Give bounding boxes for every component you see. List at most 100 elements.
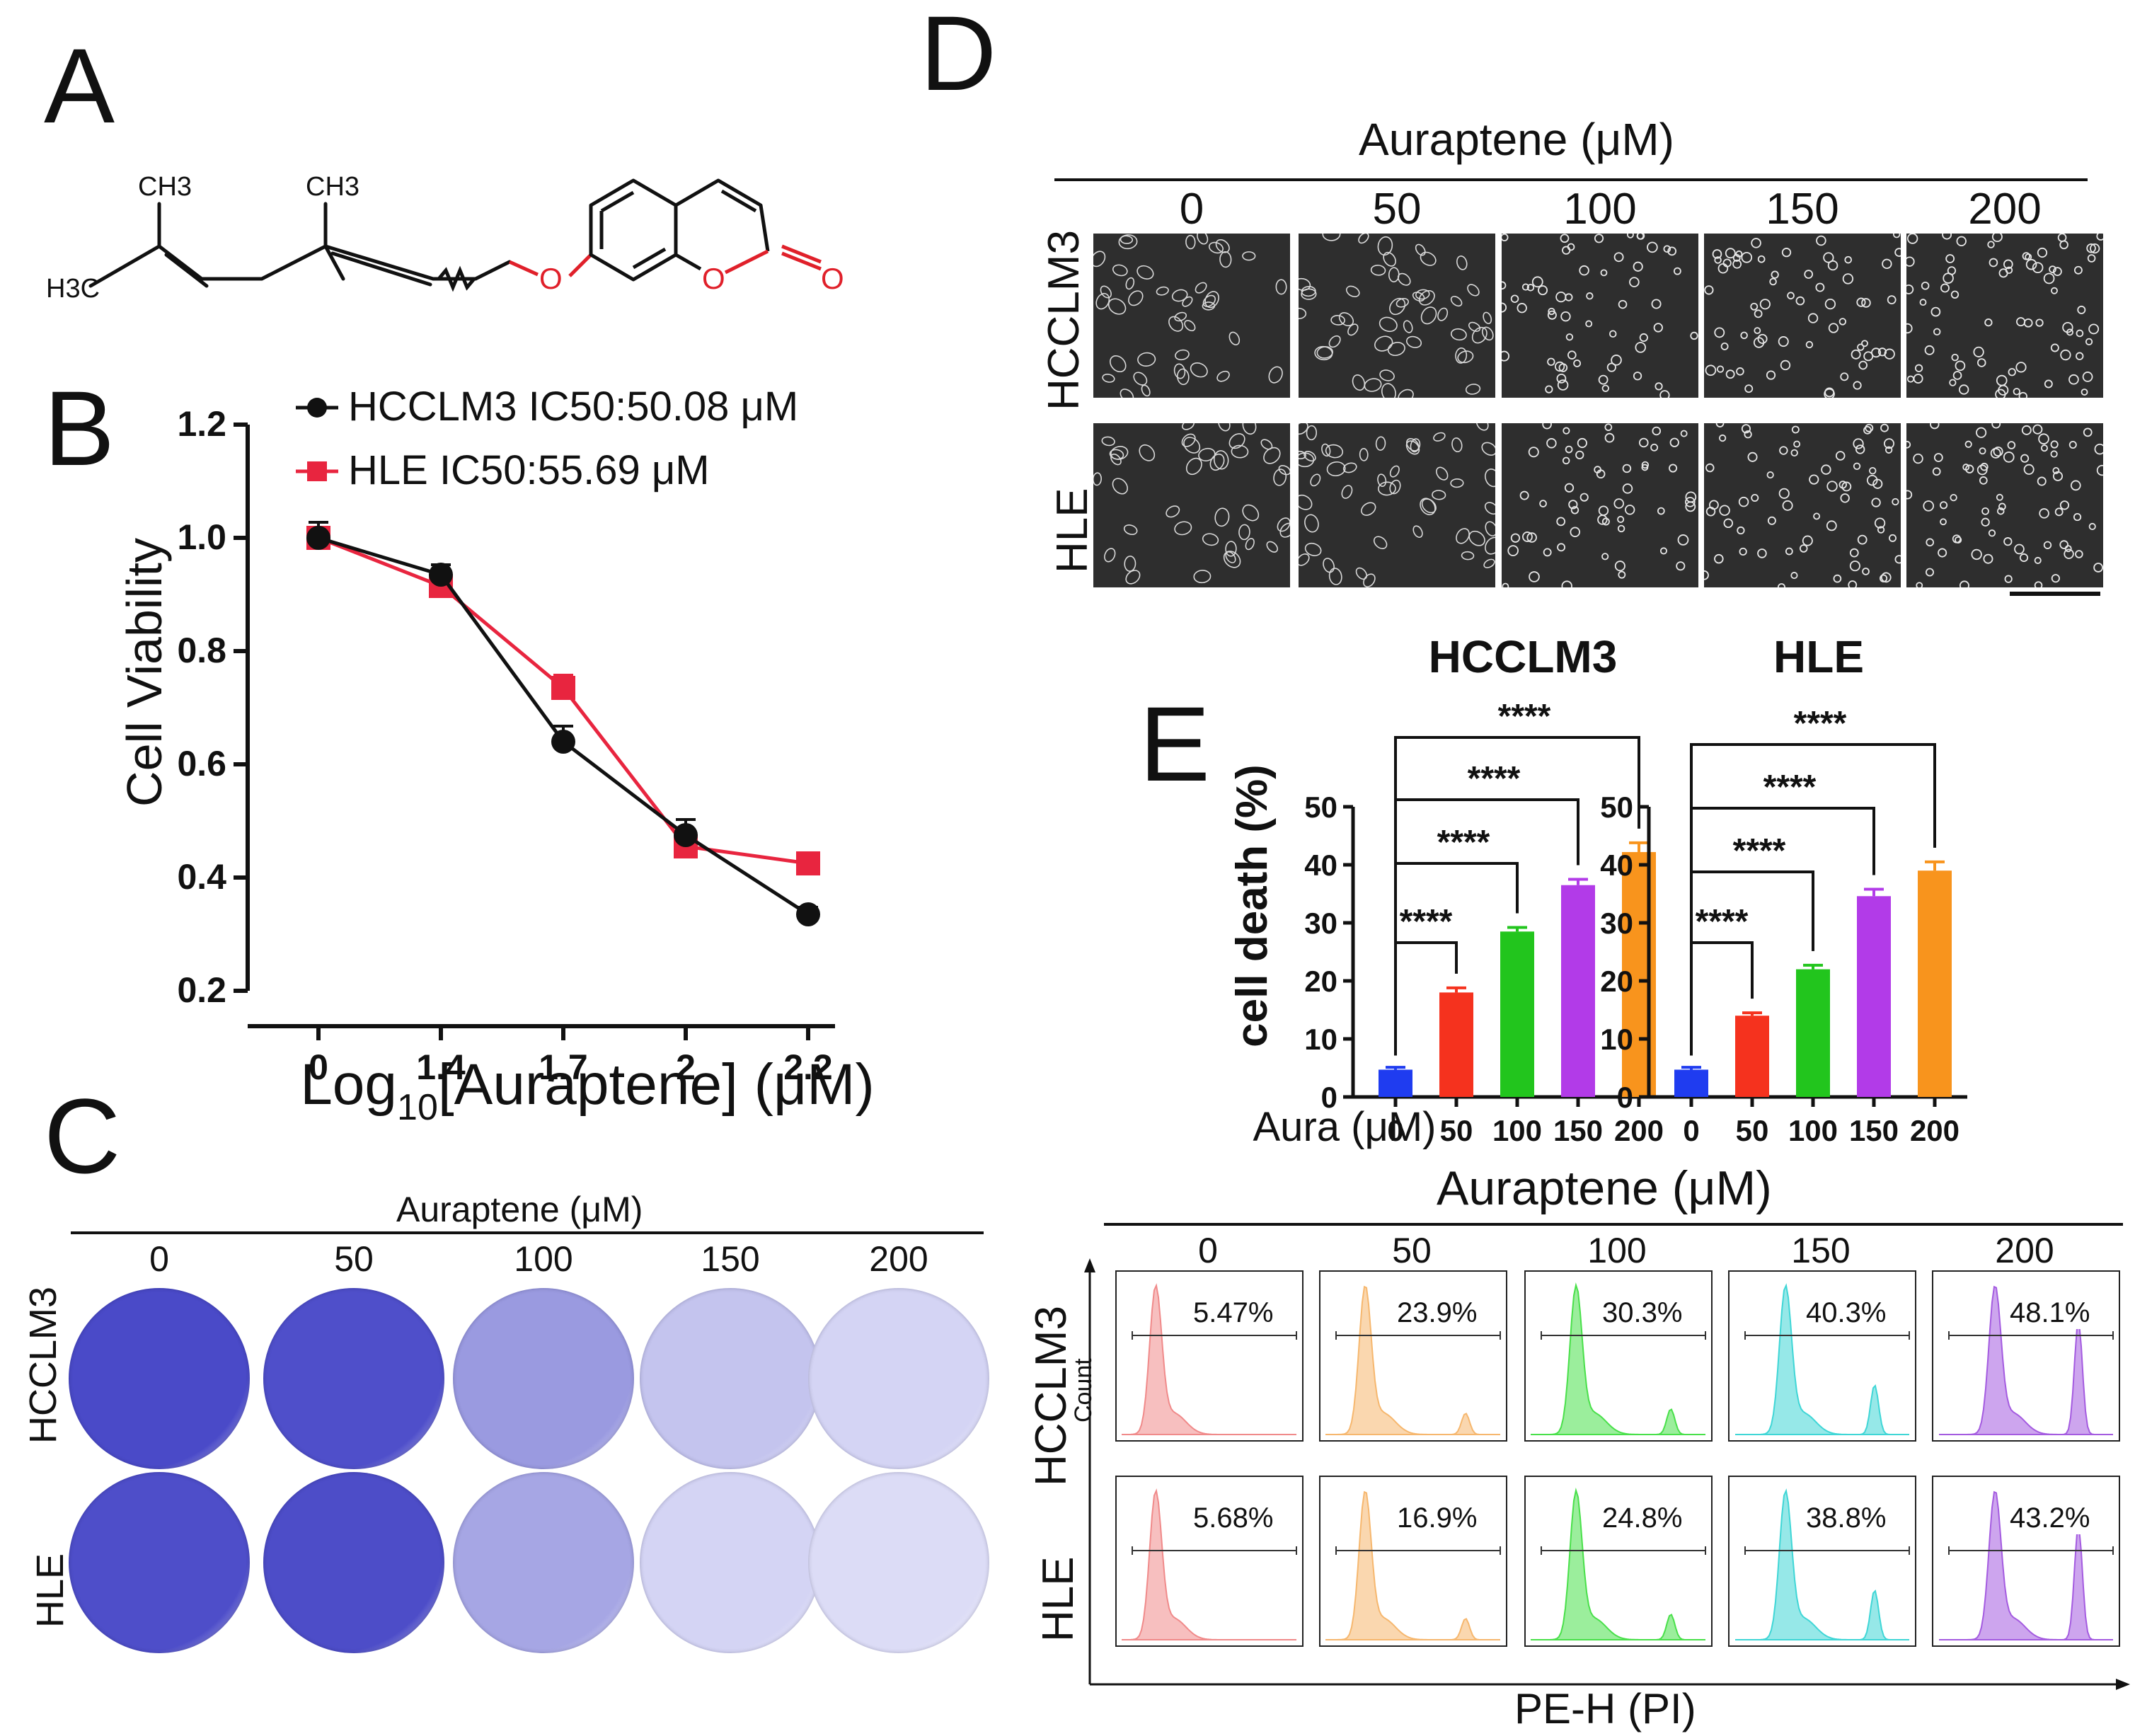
- e-bar: [1918, 870, 1952, 1097]
- e-x-tick-label: 150: [1849, 1114, 1899, 1147]
- flow-histogram: 5.68%: [1115, 1476, 1304, 1647]
- e-bar: [1439, 992, 1473, 1097]
- b-point-hcclm3: [306, 526, 330, 550]
- e-bar: [1674, 1069, 1708, 1097]
- b-x-tick-label: 1.4: [416, 1047, 466, 1087]
- e-chart-title: HCCLM3: [1429, 631, 1618, 682]
- b-x-tick-label: 1.7: [539, 1047, 588, 1087]
- b-y-tick-label: 1.2: [177, 404, 226, 444]
- flow-header: Auraptene (μM): [1437, 1161, 1772, 1215]
- b-point-hle: [796, 851, 820, 875]
- e-y-tick-label: 20: [1304, 965, 1337, 998]
- histogram-fill: [1325, 1490, 1500, 1640]
- histogram-fill: [1531, 1488, 1705, 1640]
- gate-percentage: 38.8%: [1806, 1502, 1887, 1534]
- panel-label-b: B: [44, 369, 115, 488]
- histogram-fill: [1122, 1488, 1296, 1640]
- microscopy-image: [1502, 423, 1698, 587]
- panel-label-e: E: [1139, 684, 1211, 803]
- e-bar: [1379, 1069, 1412, 1097]
- c-conc-label: 0: [149, 1239, 169, 1279]
- h3c-label: H3C: [46, 274, 100, 304]
- e-x-tick-label: 100: [1788, 1114, 1838, 1147]
- gate-percentage: 40.3%: [1806, 1297, 1887, 1329]
- x-axis-label-prefix: Log: [300, 1052, 397, 1117]
- f-conc-label: 200: [1995, 1231, 2054, 1270]
- e-significance-bracket: [1394, 736, 1640, 1056]
- panel-label-c: C: [44, 1076, 121, 1195]
- e-x-axis-label: Aura (μM): [1253, 1104, 1437, 1150]
- e-x-tick-label: 200: [1910, 1114, 1960, 1147]
- histogram-fill: [1531, 1282, 1705, 1435]
- flow-histogram: 24.8%: [1524, 1476, 1713, 1647]
- e-x-tick-label: 200: [1614, 1114, 1664, 1147]
- d-row-label: HLE: [1048, 488, 1097, 573]
- crystal-violet-well: [808, 1472, 989, 1653]
- carbonyl-o-label: O: [821, 262, 844, 295]
- ring-o-label: O: [702, 262, 725, 295]
- e-y-tick-label: 50: [1600, 791, 1633, 824]
- e-y-tick-label: 10: [1600, 1023, 1633, 1056]
- panel-c-header-line: [71, 1231, 984, 1234]
- f-conc-label: 0: [1198, 1231, 1218, 1270]
- b-point-hle: [551, 676, 575, 700]
- c-conc-label: 200: [869, 1239, 928, 1279]
- panel-d-header: Auraptene (μM): [1359, 114, 1674, 165]
- flow-histogram: 40.3%: [1728, 1270, 1916, 1442]
- panel-d-header-line: [1054, 178, 2088, 181]
- microscopy-image: [1704, 423, 1901, 587]
- b-x-tick-label: 2: [676, 1047, 696, 1087]
- x-axis-label-suffix: [Auraptene] (μM): [438, 1052, 875, 1117]
- e-significance-stars: ****: [1794, 705, 1847, 742]
- microscopy-image: [1299, 234, 1495, 398]
- histogram-fill: [1325, 1285, 1500, 1435]
- gate-percentage: 5.47%: [1193, 1297, 1274, 1329]
- scale-bar: [2010, 592, 2100, 596]
- e-significance-stars: ****: [1437, 824, 1490, 861]
- d-conc-label: 0: [1179, 185, 1204, 234]
- panel-d: Auraptene (μM) 0 50 100 150 200 HCCLM3 HLE: [991, 113, 2123, 602]
- flow-histogram: 5.47%: [1115, 1270, 1304, 1442]
- c-conc-label: 100: [514, 1239, 573, 1279]
- microscopy-image: [1906, 423, 2103, 587]
- gate-percentage: 16.9%: [1397, 1502, 1478, 1534]
- flow-x-axis-label: PE-H (PI): [1514, 1685, 1696, 1732]
- e-y-axis-label: cell death (%): [1228, 764, 1277, 1047]
- flow-axes: [1084, 1258, 2130, 1690]
- e-bar: [1561, 885, 1595, 1097]
- b-x-tick-label: 0: [309, 1047, 328, 1087]
- flow-histogram: 23.9%: [1319, 1270, 1507, 1442]
- legend-marker-hcclm3: [307, 398, 327, 418]
- flow-header-line: [1104, 1223, 2123, 1226]
- flow-histogram: 16.9%: [1319, 1476, 1507, 1647]
- e-x-tick-label: 100: [1492, 1114, 1542, 1147]
- legend-marker-hle: [307, 461, 327, 481]
- e-bar: [1796, 969, 1830, 1097]
- legend-label-hcclm3: HCCLM3 IC50:50.08 μM: [348, 384, 798, 430]
- histogram-fill: [1735, 1488, 1909, 1640]
- histogram-fill: [1939, 1285, 2113, 1435]
- x-axis-label: Log10[Auraptene] (μM): [300, 1052, 875, 1128]
- e-significance-stars: ****: [1468, 760, 1521, 798]
- crystal-violet-well: [453, 1288, 634, 1469]
- microscopy-image: [1093, 234, 1290, 398]
- e-y-tick-label: 20: [1600, 965, 1633, 998]
- auraptene-structure: CH3 CH3 H3C O O O: [46, 172, 844, 304]
- e-y-tick-label: 0: [1617, 1081, 1633, 1114]
- e-y-tick-label: 10: [1304, 1023, 1337, 1056]
- d-row-label: HCCLM3: [1040, 230, 1088, 410]
- b-point-hcclm3: [551, 730, 575, 754]
- viability-line-chart: 0.2 0.4 0.6 0.8 1.0 1.2 0 1.4 1.7 2 2.2 HCCLM3 IC5…: [117, 384, 875, 1128]
- e-significance-stars: ****: [1733, 832, 1786, 870]
- x-axis-label-subscript: 10: [397, 1087, 438, 1128]
- flow-histogram: 43.2%: [1932, 1476, 2120, 1647]
- panel-label-d: D: [920, 0, 997, 113]
- e-significance-stars: ****: [1400, 903, 1453, 941]
- histogram-fill: [1939, 1490, 2113, 1640]
- e-significance-stars: ****: [1763, 769, 1817, 806]
- microscopy-image: [1906, 234, 2103, 398]
- crystal-violet-well: [808, 1288, 989, 1469]
- c-row-label: HLE: [29, 1553, 71, 1628]
- e-bar: [1857, 896, 1891, 1097]
